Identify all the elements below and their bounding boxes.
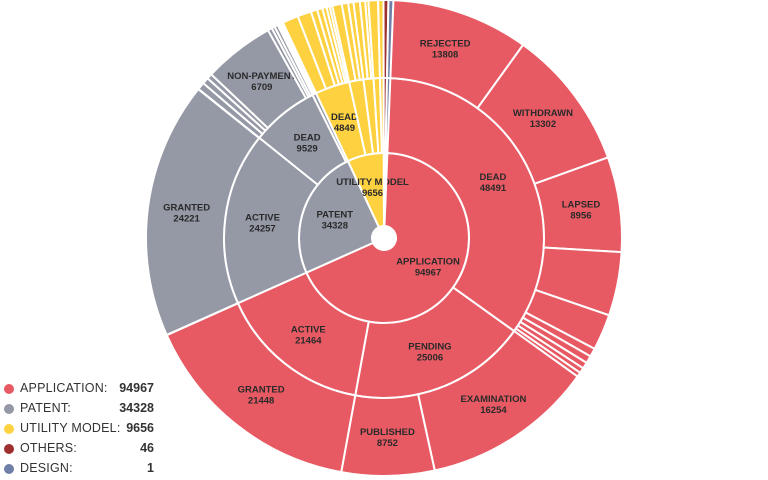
legend: APPLICATION: 94967 PATENT: 34328 UTILITY MOD… [4, 380, 154, 480]
segment-label-non-payment: NON-PAYMENT 6709 [227, 71, 296, 93]
legend-label: PATENT: [20, 401, 71, 415]
segment-label-rejected: REJECTED 13808 [420, 39, 471, 61]
segment-label-patent: PATENT 34328 [317, 210, 354, 232]
segment-label-dead: DEAD 4849 [331, 112, 358, 134]
segment-label-active: ACTIVE 24257 [245, 212, 280, 234]
segment-label-granted: GRANTED 24221 [163, 203, 210, 225]
legend-value: 9656 [126, 421, 154, 435]
legend-item[interactable]: OTHERS: 46 [4, 440, 154, 460]
legend-dot-icon [4, 424, 14, 434]
segment-label-examination: EXAMINATION 16254 [461, 394, 527, 416]
legend-value: 94967 [119, 381, 154, 395]
segment-label-pending: PENDING 25006 [408, 342, 451, 364]
segment-segment-ring-3[interactable] [385, 0, 395, 80]
legend-value: 34328 [119, 401, 154, 415]
segment-label-application: APPLICATION 94967 [396, 257, 460, 279]
legend-label: DESIGN: [20, 461, 73, 475]
legend-label: APPLICATION: [20, 381, 108, 395]
legend-item[interactable]: DESIGN: 1 [4, 460, 154, 480]
legend-label: OTHERS: [20, 441, 77, 455]
legend-item[interactable]: UTILITY MODEL: 9656 [4, 420, 154, 440]
legend-item[interactable]: APPLICATION: 94967 [4, 380, 154, 400]
segment-label-lapsed: LAPSED 8956 [562, 200, 601, 222]
legend-dot-icon [4, 464, 14, 474]
segment-label-granted: GRANTED 21448 [238, 385, 285, 407]
legend-value: 46 [140, 441, 154, 455]
center-hole [372, 226, 396, 250]
segment-label-active: ACTIVE 21464 [291, 324, 326, 346]
segment-label-withdrawn: WITHDRAWN 13302 [513, 108, 573, 130]
legend-dot-icon [4, 384, 14, 394]
legend-dot-icon [4, 404, 14, 414]
segment-label-published: PUBLISHED 8752 [360, 427, 415, 449]
segment-label-utility-model: UTILITY MODEL 9656 [336, 177, 409, 199]
legend-label: UTILITY MODEL: [20, 421, 121, 435]
segment-label-dead: DEAD 48491 [479, 172, 506, 194]
segment-label-dead: DEAD 9529 [294, 133, 321, 155]
legend-item[interactable]: PATENT: 34328 [4, 400, 154, 420]
legend-dot-icon [4, 444, 14, 454]
legend-value: 1 [147, 461, 154, 475]
